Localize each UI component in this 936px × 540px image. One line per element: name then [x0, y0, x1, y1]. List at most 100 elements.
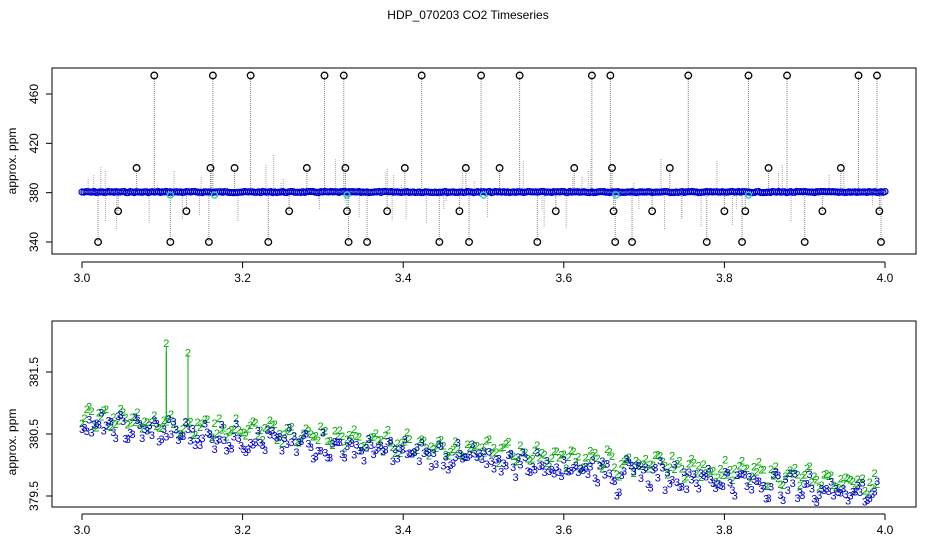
series-point-label: 3	[358, 445, 364, 457]
series-point-label: 2	[289, 422, 295, 434]
series-point-label: 2	[414, 445, 420, 457]
series-point-label: 3	[493, 455, 499, 467]
outlier-point	[455, 207, 464, 216]
outlier-point	[587, 71, 596, 80]
outlier-point	[114, 207, 123, 216]
series-point-label: 3	[737, 469, 743, 481]
series-point-label: 3	[667, 479, 673, 491]
series-point-label: 2	[469, 444, 475, 456]
panel1-frame	[51, 67, 917, 255]
series-point-label: 3	[768, 481, 774, 493]
series-point-label: 2	[349, 434, 355, 446]
series-point-label: 2	[192, 429, 198, 441]
series-point-label: 2	[527, 455, 533, 467]
series-point-label: 3	[845, 495, 851, 507]
series-point-label: 2	[238, 428, 244, 440]
series-point-label: 2	[305, 426, 311, 438]
x-tick-label: 4.0	[877, 271, 894, 285]
series-point-label: 2	[151, 410, 157, 422]
series-point-label: 2	[474, 441, 480, 453]
series-point-label: 3	[729, 485, 735, 497]
series-point-label: 2	[161, 415, 167, 427]
series-point-label: 3	[505, 450, 511, 462]
series-point-label: 3	[484, 459, 490, 471]
spike-point-label: |	[165, 410, 168, 422]
series-point-label: 2	[493, 447, 499, 459]
outlier-point	[764, 164, 773, 172]
series-point-label: 2	[329, 440, 335, 452]
series-point-label: 3	[578, 464, 584, 476]
series-point-label: 3	[180, 431, 186, 443]
series-point-label: 2	[130, 412, 136, 424]
series-point-label: 3	[529, 462, 535, 474]
series-point-label: 3	[209, 434, 215, 446]
spike-point-label: |	[187, 358, 190, 370]
panel1-y-axis: 340 380 420 460	[27, 84, 53, 252]
series-point-label: 2	[720, 470, 726, 482]
series-point-label: 3	[233, 418, 239, 430]
outlier-point	[551, 207, 560, 216]
series-point-label: 2	[327, 436, 333, 448]
series-point-label: 2	[344, 434, 350, 446]
panel2-series-2: 2222222222222222222222222222222222222222…	[79, 338, 880, 501]
series-point-label: 2	[375, 436, 381, 448]
series-point-label: 2	[713, 477, 719, 489]
series-point-label: 2	[585, 457, 591, 469]
series-point-label: 2	[476, 452, 482, 464]
series-point-label: 2	[185, 418, 191, 430]
series-point-label: 3	[590, 455, 596, 467]
series-point-label: 3	[705, 464, 711, 476]
series-point-label: 3	[850, 487, 856, 499]
series-point-label: 3	[98, 407, 104, 419]
series-point-label: 3	[419, 438, 425, 450]
series-point-label: 3	[816, 490, 822, 502]
series-point-label: 2	[361, 440, 367, 452]
series-point-label: 2	[125, 420, 131, 432]
series-point-label: 2	[481, 448, 487, 460]
panel1-x-axis: 3.0 3.2 3.4 3.6 3.8 4.0	[74, 261, 894, 285]
outlier-point	[132, 164, 141, 172]
series-point-label: 2	[686, 459, 692, 471]
series-point-label: 3	[638, 473, 644, 485]
series-point-label: 2	[248, 420, 254, 432]
series-point-label: 2	[541, 450, 547, 462]
panel2-y-axis-title: approx. ppm	[5, 409, 19, 476]
series-point-label: 2	[809, 477, 815, 489]
series-point-label: 2	[197, 422, 203, 434]
series-point-label: 3	[688, 475, 694, 487]
series-point-label: 2	[154, 421, 160, 433]
series-point-label: 3	[631, 466, 637, 478]
series-point-label: 3	[679, 482, 685, 494]
outlier-point	[611, 238, 620, 246]
series-point-label: 3	[469, 439, 475, 451]
series-point-label: 3	[168, 429, 174, 441]
x-tick-label: 3.0	[74, 271, 91, 285]
series-point-label: 2	[845, 473, 851, 485]
outlier-point	[435, 238, 444, 246]
series-point-label: 3	[373, 445, 379, 457]
series-point-label: 3	[843, 489, 849, 501]
series-point-label: 3	[223, 445, 229, 457]
series-point-label: 2	[650, 460, 656, 472]
series-point-label: 3	[363, 442, 369, 454]
series-point-label: 2	[433, 443, 439, 455]
series-point-label: 3	[440, 460, 446, 472]
series-point-label: 2	[105, 421, 111, 433]
series-point-label: 2	[236, 424, 242, 436]
series-point-label: 3	[806, 469, 812, 481]
series-point-label: 2	[351, 424, 357, 436]
series-point-label: 2	[785, 468, 791, 480]
series-point-label: 3	[438, 441, 444, 453]
series-point-label: 2	[317, 421, 323, 433]
series-point-label: 2	[539, 447, 545, 459]
series-point-label: 2	[838, 473, 844, 485]
series-point-label: 2	[293, 437, 299, 449]
series-point-label: 2	[806, 461, 812, 473]
outlier-point	[230, 164, 239, 172]
series-point-label: 3	[433, 459, 439, 471]
series-point-label: 3	[431, 448, 437, 460]
series-point-label: 2	[156, 422, 162, 434]
series-point-label: 3	[115, 411, 121, 423]
series-point-label: 3	[703, 472, 709, 484]
series-point-label: 2	[240, 427, 246, 439]
